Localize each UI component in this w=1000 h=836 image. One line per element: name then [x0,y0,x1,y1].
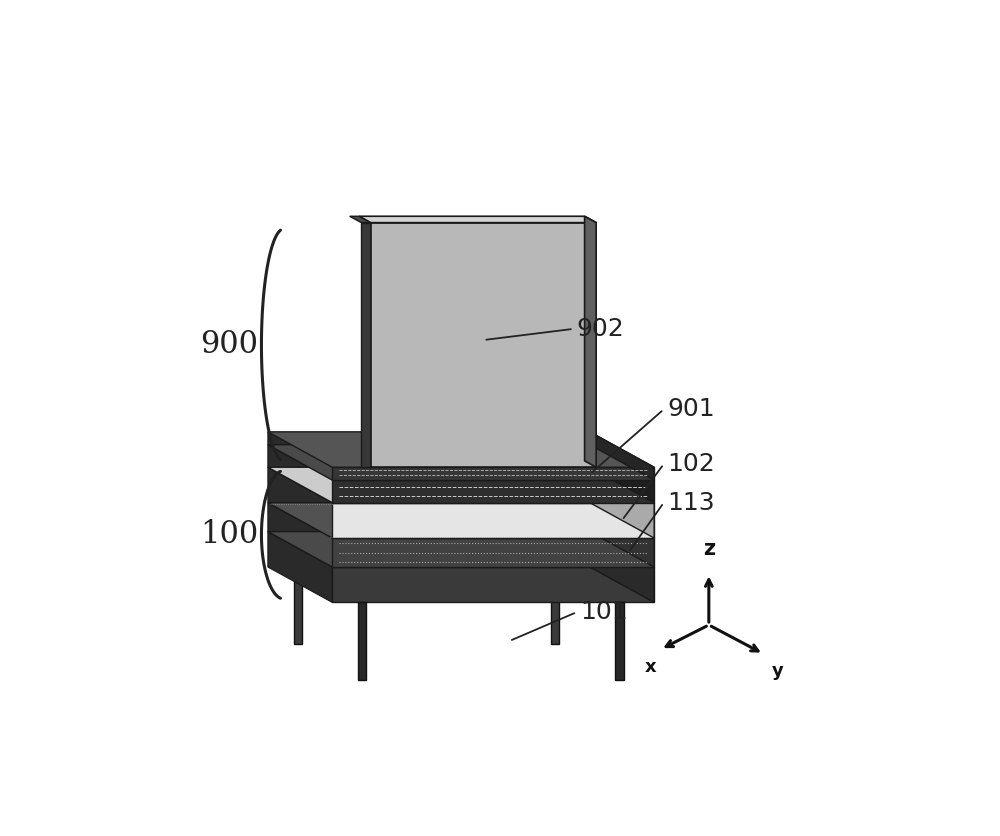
Polygon shape [268,467,654,502]
Polygon shape [332,467,654,480]
Polygon shape [590,432,654,480]
Polygon shape [268,532,654,567]
Polygon shape [268,502,590,532]
Polygon shape [359,217,596,222]
Polygon shape [590,467,654,538]
Polygon shape [268,432,654,467]
Polygon shape [332,538,654,567]
Text: 900: 900 [200,329,258,360]
Text: 901: 901 [667,397,715,421]
Polygon shape [585,217,596,467]
Text: z: z [703,539,715,559]
Polygon shape [332,567,654,603]
Text: 102: 102 [667,452,715,476]
Polygon shape [358,603,366,680]
Polygon shape [361,222,371,467]
Polygon shape [350,217,371,222]
Polygon shape [268,445,332,502]
Polygon shape [551,567,559,645]
Polygon shape [268,467,332,538]
Polygon shape [590,502,654,567]
Polygon shape [268,532,332,603]
Polygon shape [268,432,332,480]
Text: 100: 100 [200,519,258,550]
Text: y: y [772,662,784,681]
Text: 113: 113 [667,491,715,515]
Polygon shape [268,532,590,567]
Polygon shape [268,445,654,480]
Polygon shape [268,432,590,445]
Text: 902: 902 [577,317,625,341]
Polygon shape [294,567,302,645]
Text: x: x [644,659,656,676]
Polygon shape [590,532,654,603]
Polygon shape [268,502,654,538]
Polygon shape [268,445,590,467]
Polygon shape [332,502,654,538]
Polygon shape [268,467,590,502]
Polygon shape [615,603,624,680]
Polygon shape [590,445,654,502]
Text: 101: 101 [580,600,628,624]
Polygon shape [268,502,332,567]
Polygon shape [332,480,654,502]
Polygon shape [371,222,596,467]
